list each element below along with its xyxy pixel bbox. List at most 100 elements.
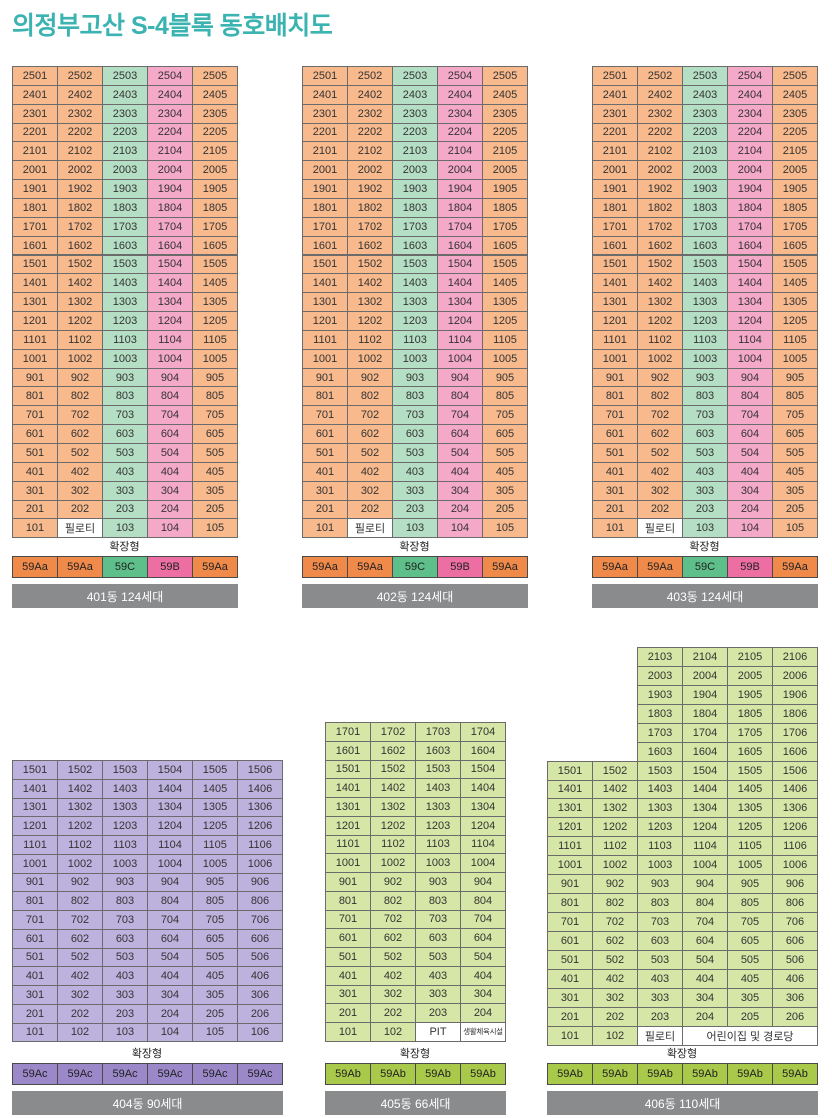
unit-cell: 2102 (347, 141, 393, 162)
unit-cell: 303 (682, 480, 728, 501)
unit-cell: 1003 (415, 853, 461, 873)
unit-cell: 2203 (102, 122, 148, 143)
unit-cell: 1305 (772, 292, 818, 313)
unit-cell: 204 (147, 499, 193, 520)
unit-cell: 101 (325, 1022, 371, 1042)
unit-cell: 405 (727, 968, 773, 989)
unit-cell: 802 (370, 890, 416, 911)
unit-cell: 203 (102, 1003, 148, 1024)
unit-cell: 1101 (12, 329, 58, 350)
unit-cell: 1002 (592, 855, 638, 876)
extension-label: 확장형 (399, 541, 430, 553)
unit-cell: 1902 (637, 179, 683, 199)
unit-cell: 2202 (347, 122, 393, 143)
unit-cell: 1706 (772, 722, 818, 743)
unit-cell: 1904 (147, 179, 193, 199)
unit-cell: 1404 (460, 778, 506, 798)
unit-type-label: 59Ab (637, 1063, 683, 1085)
unit-cell: 603 (682, 424, 728, 444)
unit-cell: 405 (192, 461, 238, 482)
unit-cell: 301 (547, 987, 593, 1008)
unit-cell: 403 (102, 461, 148, 482)
unit-cell: 505 (482, 443, 528, 463)
unit-cell: 1104 (147, 329, 193, 350)
unit-cell: 2501 (302, 66, 348, 86)
unit-cell: 902 (57, 872, 103, 893)
unit-cell: 1201 (12, 816, 58, 836)
unit-cell: 2105 (192, 141, 238, 162)
unit-cell: 901 (302, 367, 348, 388)
unit-cell: 1003 (682, 348, 728, 369)
unit-cell: 1406 (237, 778, 283, 799)
unit-cell: 2204 (147, 122, 193, 143)
unit-cell: 1605 (192, 235, 238, 256)
unit-cell: 1805 (192, 197, 238, 218)
unit-cell: 1802 (347, 197, 393, 218)
unit-cell: 802 (57, 891, 103, 911)
unit-cell: 2205 (482, 122, 528, 143)
unit-cell: 205 (192, 499, 238, 520)
unit-cell: 1705 (772, 216, 818, 237)
unit-cell: 201 (592, 499, 638, 520)
unit-cell: 101 (302, 518, 348, 539)
unit-cell: 1204 (147, 816, 193, 836)
unit-cell: 803 (392, 386, 438, 407)
unit-cell: 702 (57, 405, 103, 426)
unit-cell: 601 (12, 928, 58, 949)
unit-cell: 2105 (772, 141, 818, 162)
unit-cell: 1104 (437, 329, 483, 350)
unit-cell: 705 (482, 405, 528, 426)
unit-cell: 402 (637, 461, 683, 482)
unit-cell: 2304 (437, 103, 483, 124)
unit-cell: 1402 (347, 273, 393, 294)
unit-cell: 403 (392, 461, 438, 482)
unit-cell: 1402 (592, 779, 638, 800)
unit-cell: 401 (12, 461, 58, 482)
unit-cell: 2001 (592, 160, 638, 181)
unit-cell: 806 (772, 893, 818, 913)
unit-cell: 1301 (12, 292, 58, 313)
unit-cell: 1501 (12, 760, 58, 780)
unit-cell: 1804 (437, 197, 483, 218)
unit-cell: 1404 (682, 779, 728, 800)
unit-cell: 1302 (370, 797, 416, 817)
unit-cell: 704 (147, 910, 193, 930)
unit-cell: 403 (682, 461, 728, 482)
unit-cell: 1701 (12, 216, 58, 237)
unit-cell: 303 (637, 987, 683, 1008)
unit-cell: 1502 (592, 760, 638, 781)
unit-cell: 1204 (147, 311, 193, 331)
unit-cell: 202 (637, 499, 683, 520)
unit-cell: 802 (347, 386, 393, 407)
unit-cell: 506 (772, 949, 818, 970)
unit-cell: 204 (437, 499, 483, 520)
unit-type-label: 59Ac (192, 1063, 238, 1085)
unit-cell: 501 (592, 443, 638, 463)
unit-cell: 1103 (637, 836, 683, 857)
unit-cell: 801 (12, 386, 58, 407)
unit-cell: 601 (547, 930, 593, 951)
unit-cell: 202 (347, 499, 393, 520)
unit-cell: 705 (192, 910, 238, 930)
unit-type-label: 59C (102, 556, 148, 578)
unit-cell: 1103 (415, 834, 461, 855)
unit-type-label: 59Ab (772, 1063, 818, 1085)
special-cell: 필로티 (347, 518, 393, 539)
unit-cell: 1505 (192, 254, 238, 275)
unit-type-label: 59C (682, 556, 728, 578)
unit-cell: 701 (547, 912, 593, 932)
unit-cell: 2205 (192, 122, 238, 143)
unit-cell: 2402 (637, 84, 683, 105)
unit-cell: 702 (370, 909, 416, 930)
special-cell: PIT (415, 1022, 461, 1042)
unit-cell: 2004 (437, 160, 483, 181)
unit-cell: 602 (637, 424, 683, 444)
unit-cell: 1301 (325, 797, 371, 817)
unit-cell: 1102 (57, 835, 103, 855)
unit-type-label: 59Ac (12, 1063, 58, 1085)
unit-cell: 1903 (102, 179, 148, 199)
unit-cell: 2201 (12, 122, 58, 143)
unit-cell: 2102 (57, 141, 103, 162)
unit-cell: 1305 (192, 292, 238, 313)
unit-cell: 2002 (57, 160, 103, 181)
